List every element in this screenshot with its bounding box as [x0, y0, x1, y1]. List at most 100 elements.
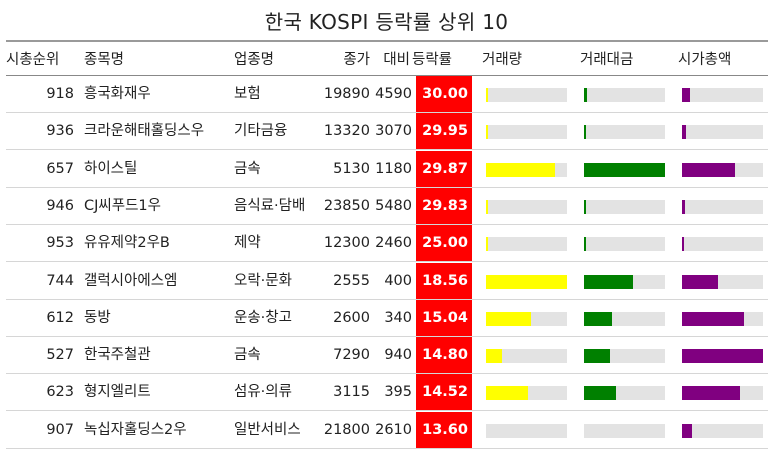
- header-rule: [6, 75, 768, 76]
- rank-cell: 744: [46, 272, 74, 289]
- market-cap-bar: [682, 88, 691, 102]
- row-divider: [6, 447, 768, 449]
- name-cell: 갤럭시아에스엠: [84, 272, 178, 289]
- volume-bar-track: [486, 423, 567, 438]
- volume-bar: [486, 274, 567, 289]
- change-cell: 14.80: [416, 337, 472, 375]
- header-volume: 거래량: [482, 52, 523, 68]
- volume-bar: [486, 311, 531, 326]
- diff-cell: 3070: [375, 123, 412, 140]
- change-cell: 15.04: [416, 299, 472, 337]
- volume-bar: [486, 386, 529, 401]
- diff-cell: 2610: [375, 421, 412, 438]
- amount-bar: [584, 88, 588, 102]
- table-row: 918 흥국화재우 보험 19890 4590 30.00: [6, 76, 768, 113]
- diff-cell: 1180: [375, 160, 412, 177]
- sector-cell: 금속: [234, 347, 261, 364]
- rank-cell: 907: [46, 421, 74, 438]
- close-cell: 5130: [333, 160, 370, 177]
- title-rule: [6, 40, 768, 42]
- volume-bar: [486, 237, 488, 252]
- diff-cell: 340: [384, 309, 412, 326]
- amount-bar: [584, 349, 610, 364]
- row-divider: [6, 261, 768, 263]
- market-cap-bar-track: [682, 386, 763, 401]
- diff-cell: 940: [384, 347, 412, 364]
- rank-cell: 657: [46, 160, 74, 177]
- market-cap-bar-track: [682, 237, 763, 252]
- close-cell: 2555: [333, 272, 370, 289]
- sector-cell: 보험: [234, 86, 261, 102]
- amount-bar: [584, 386, 617, 401]
- table-row: 946 CJ씨푸드1우 음식료·담배 23850 5480 29.83: [6, 187, 768, 225]
- market-cap-bar: [682, 386, 741, 401]
- rank-cell: 918: [46, 86, 74, 102]
- market-cap-bar: [682, 199, 686, 214]
- change-cell: 13.60: [416, 411, 472, 449]
- volume-bar-track: [486, 237, 567, 252]
- name-cell: 흥국화재우: [84, 86, 151, 102]
- change-cell: 29.95: [416, 113, 472, 151]
- table-row: 657 하이스틸 금속 5130 1180 29.87: [6, 150, 768, 188]
- amount-bar: [584, 162, 665, 177]
- row-divider: [6, 373, 768, 375]
- amount-bar-track: [584, 349, 665, 364]
- volume-bar-track: [486, 311, 567, 326]
- volume-bar: [486, 125, 488, 140]
- change-cell: 18.56: [416, 262, 472, 300]
- table-row: 527 한국주철관 금속 7290 940 14.80: [6, 337, 768, 375]
- market-cap-bar-track: [682, 274, 763, 289]
- volume-bar: [486, 162, 555, 177]
- rank-cell: 612: [46, 309, 74, 326]
- market-cap-bar-track: [682, 349, 763, 364]
- change-cell: 29.83: [416, 187, 472, 225]
- table-row: 953 유유제약2우B 제약 12300 2460 25.00: [6, 225, 768, 263]
- volume-bar: [486, 199, 488, 214]
- table-row: 936 크라운해태홀딩스우 기타금융 13320 3070 29.95: [6, 113, 768, 151]
- close-cell: 7290: [333, 347, 370, 364]
- volume-bar: [486, 349, 503, 364]
- name-cell: 녹십자홀딩스2우: [84, 421, 187, 438]
- volume-bar-track: [486, 125, 567, 140]
- volume-bar-track: [486, 349, 567, 364]
- market-cap-bar: [682, 125, 687, 140]
- header-close: 종가: [343, 52, 370, 68]
- sector-cell: 일반서비스: [234, 421, 301, 438]
- header-amount: 거래대금: [580, 52, 634, 68]
- close-cell: 2600: [333, 309, 370, 326]
- name-cell: CJ씨푸드1우: [84, 197, 161, 214]
- market-cap-bar: [682, 349, 763, 364]
- amount-bar-track: [584, 237, 665, 252]
- market-cap-bar-track: [682, 125, 763, 140]
- amount-bar-track: [584, 386, 665, 401]
- row-divider: [6, 186, 768, 188]
- row-divider: [6, 149, 768, 151]
- amount-bar: [584, 311, 613, 326]
- volume-bar-track: [486, 88, 567, 102]
- table-row: 612 동방 운송·창고 2600 340 15.04: [6, 299, 768, 337]
- amount-bar-track: [584, 162, 665, 177]
- row-divider: [6, 410, 768, 412]
- close-cell: 19890: [323, 86, 370, 102]
- volume-bar-track: [486, 386, 567, 401]
- amount-bar: [584, 199, 586, 214]
- amount-bar-track: [584, 423, 665, 438]
- header-change: 등락률: [412, 52, 453, 68]
- rank-cell: 946: [46, 197, 74, 214]
- row-divider: [6, 112, 768, 113]
- header-market-cap: 시가총액: [678, 52, 732, 68]
- market-cap-bar: [682, 162, 735, 177]
- name-cell: 크라운해태홀딩스우: [84, 123, 205, 140]
- name-cell: 동방: [84, 309, 111, 326]
- amount-bar: [584, 125, 586, 140]
- market-cap-bar-track: [682, 311, 763, 326]
- row-divider: [6, 335, 768, 337]
- change-cell: 25.00: [416, 225, 472, 263]
- rank-cell: 936: [46, 123, 74, 140]
- rank-cell: 623: [46, 384, 74, 401]
- table-row: 623 형지엘리트 섬유·의류 3115 395 14.52: [6, 374, 768, 412]
- volume-bar: [486, 88, 488, 102]
- change-cell: 30.00: [416, 76, 472, 113]
- change-cell: 14.52: [416, 374, 472, 412]
- close-cell: 13320: [323, 123, 370, 140]
